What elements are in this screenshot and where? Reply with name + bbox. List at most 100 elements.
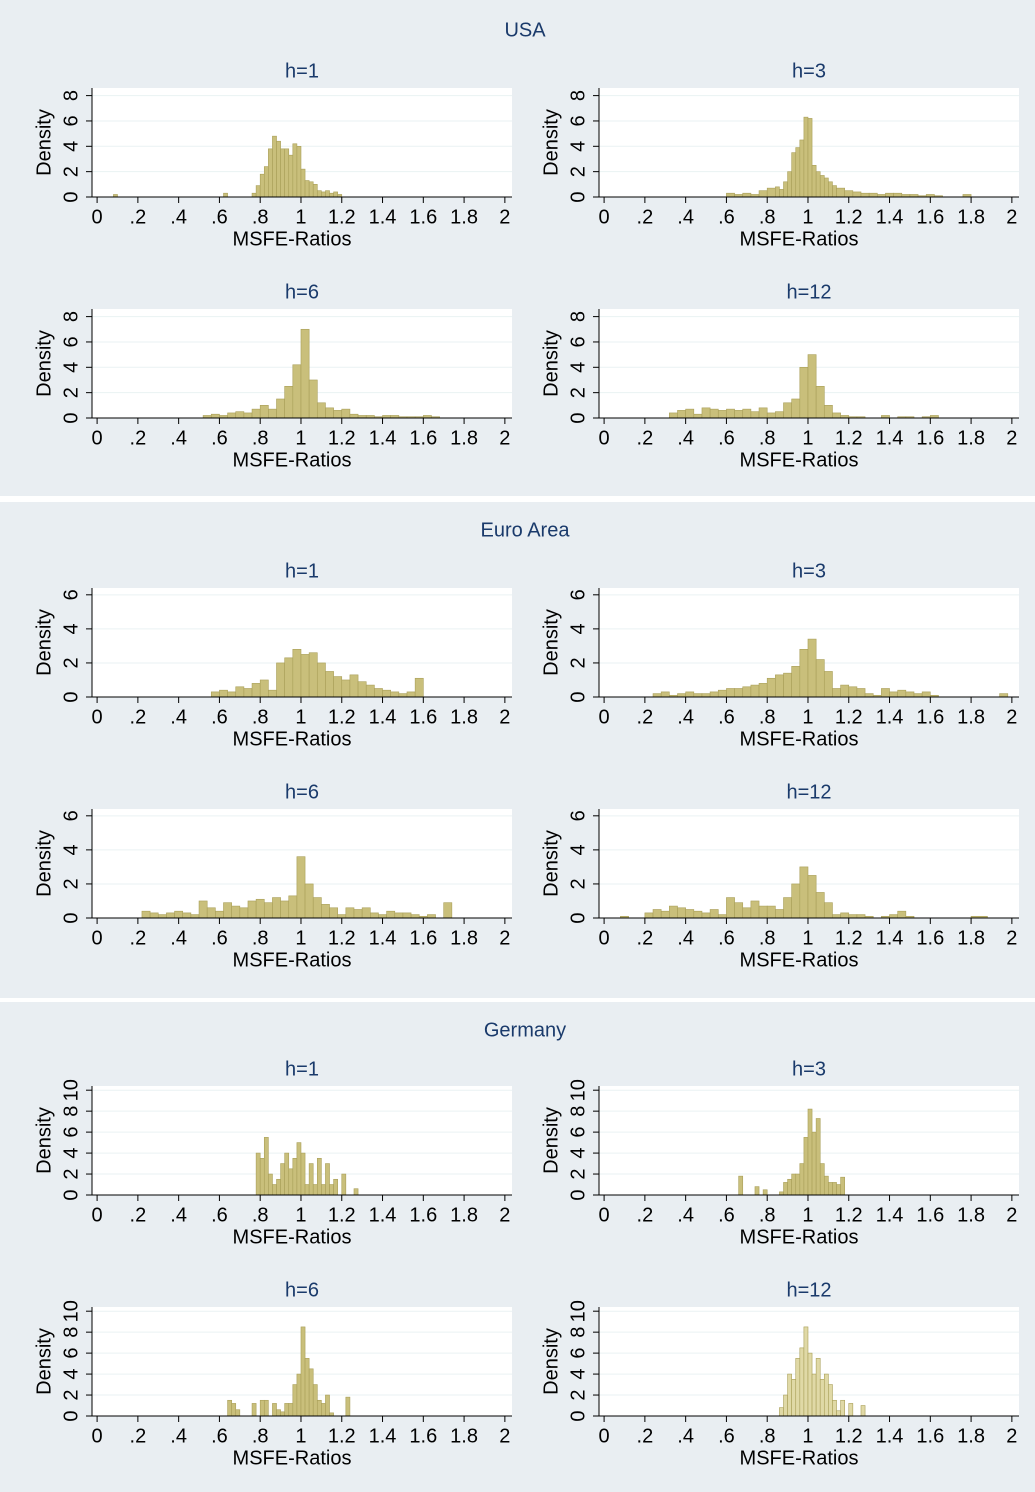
bar — [312, 1384, 318, 1417]
x-tick-label: 1 — [295, 427, 306, 449]
y-axis-label: Density — [540, 609, 562, 676]
x-tick-label: 0 — [92, 206, 103, 228]
y-tick-label: 2 — [60, 1168, 82, 1179]
x-tick-label: 1 — [295, 206, 306, 228]
bar — [284, 386, 294, 419]
bar — [742, 408, 752, 419]
y-tick-label: 6 — [567, 810, 589, 821]
y-tick-label: 6 — [60, 115, 82, 126]
bar — [251, 192, 257, 198]
bar — [791, 883, 801, 919]
bar — [325, 407, 334, 419]
bar — [644, 912, 654, 919]
chart-title: h=6 — [285, 1279, 319, 1301]
bar — [349, 674, 359, 698]
bar — [231, 905, 241, 919]
x-tick-label: .8 — [252, 1425, 269, 1447]
bar — [852, 191, 862, 198]
bar — [828, 1384, 833, 1417]
bar — [304, 883, 314, 919]
bar — [766, 905, 776, 919]
x-tick-label: 1 — [802, 706, 813, 728]
x-tick-label: 1 — [295, 1425, 306, 1447]
x-tick-label: 1.8 — [957, 706, 985, 728]
bar — [296, 1373, 302, 1417]
bar — [361, 907, 371, 919]
bar — [394, 912, 404, 919]
x-tick-label: 1.8 — [450, 427, 478, 449]
bar — [921, 691, 931, 698]
y-tick-label: 2 — [567, 166, 589, 177]
x-tick-label: 1.2 — [835, 927, 863, 949]
y-tick-label: 2 — [567, 878, 589, 889]
bar — [402, 912, 412, 919]
x-tick-label: 1 — [295, 927, 306, 949]
bar — [329, 907, 338, 919]
bar — [357, 681, 367, 698]
bar — [300, 1152, 306, 1196]
bar — [799, 649, 809, 698]
bar — [762, 1189, 768, 1196]
y-tick-label: 2 — [60, 657, 82, 668]
bar — [157, 914, 167, 919]
bar — [251, 1403, 257, 1417]
y-tick-label: 2 — [60, 387, 82, 398]
x-axis-label: MSFE-Ratios — [233, 1447, 352, 1469]
bar — [215, 910, 224, 919]
y-tick-label: 0 — [60, 1410, 82, 1421]
x-tick-label: 1.6 — [409, 206, 437, 228]
y-tick-label: 4 — [60, 141, 82, 152]
bar — [268, 408, 277, 419]
x-tick-label: .8 — [759, 206, 776, 228]
bar — [881, 688, 890, 698]
bar — [268, 1173, 273, 1196]
bar — [316, 1399, 322, 1417]
bar — [726, 192, 735, 198]
y-tick-label: 0 — [567, 691, 589, 702]
y-axis-label: Density — [540, 830, 562, 897]
bar — [345, 907, 355, 919]
bar — [325, 1394, 330, 1417]
y-axis-label: Density — [33, 109, 55, 176]
bar — [823, 1175, 829, 1196]
bar — [766, 412, 776, 419]
bar — [787, 1178, 792, 1196]
bar — [783, 1394, 788, 1417]
bar — [325, 1163, 330, 1196]
x-tick-label: .6 — [718, 927, 735, 949]
x-tick-label: 1.4 — [876, 1425, 904, 1447]
bar — [856, 914, 866, 919]
bar — [345, 1396, 351, 1417]
bar — [775, 909, 784, 919]
bar — [292, 1384, 298, 1417]
group-background — [0, 0, 1035, 496]
bar — [717, 914, 727, 919]
bar — [398, 693, 408, 698]
bar — [717, 689, 727, 698]
bar — [709, 909, 719, 919]
bar — [832, 412, 841, 419]
y-tick-label: 2 — [567, 1389, 589, 1400]
y-tick-label: 2 — [567, 657, 589, 668]
x-tick-label: 1.8 — [450, 706, 478, 728]
chart-title: h=3 — [792, 560, 826, 582]
x-tick-label: 1.2 — [328, 206, 356, 228]
bar — [304, 1358, 310, 1417]
bar — [414, 677, 424, 698]
x-tick-label: .2 — [637, 927, 654, 949]
bar — [783, 402, 792, 419]
bar — [791, 1379, 797, 1417]
bar — [889, 914, 898, 919]
bar — [807, 1352, 813, 1417]
bar — [312, 1184, 318, 1196]
bar — [823, 902, 833, 919]
bar — [276, 1409, 281, 1417]
x-tick-label: 1.2 — [328, 1425, 356, 1447]
bar — [353, 1188, 359, 1196]
bar — [701, 407, 711, 419]
x-tick-label: 2 — [499, 1204, 510, 1226]
bar — [677, 693, 686, 698]
x-tick-label: 1 — [802, 1204, 813, 1226]
x-axis-label: MSFE-Ratios — [233, 228, 352, 250]
